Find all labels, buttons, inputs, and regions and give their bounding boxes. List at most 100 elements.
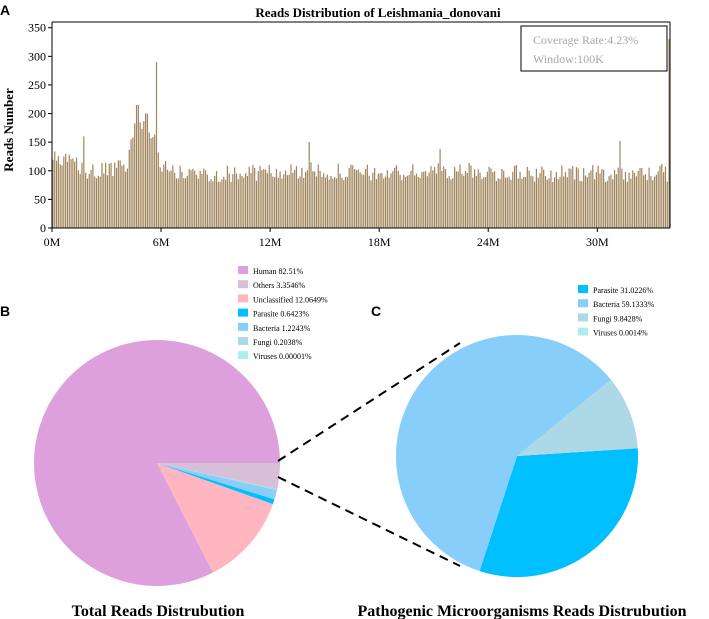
bar: [661, 163, 663, 228]
bar: [573, 179, 576, 228]
bar: [417, 176, 419, 228]
bar: [212, 181, 214, 228]
bar: [252, 165, 254, 228]
pie-c-legend-label: Parasite 31.0226%: [593, 286, 653, 295]
bar: [563, 176, 565, 228]
bar: [117, 160, 119, 228]
bar: [85, 172, 87, 228]
bar: [568, 168, 570, 228]
bar: [604, 182, 607, 228]
bar: [352, 165, 354, 228]
bar: [77, 170, 79, 228]
bar: [150, 138, 152, 228]
bar: [186, 175, 189, 228]
bar: [339, 173, 341, 228]
bar: [532, 176, 534, 228]
pie-b-legend-label: Viruses 0.00001%: [253, 352, 312, 361]
bar: [570, 168, 572, 228]
bar: [279, 171, 281, 228]
bar: [155, 62, 158, 229]
bar: [210, 179, 212, 228]
bar: [54, 151, 56, 228]
bar: [624, 171, 627, 228]
bar: [504, 177, 507, 228]
bar: [145, 113, 147, 228]
bar: [143, 121, 145, 228]
bar: [255, 180, 258, 228]
bar: [108, 163, 110, 228]
bar: [403, 174, 405, 228]
bar: [553, 177, 556, 228]
bar: [441, 171, 443, 228]
bar: [548, 178, 550, 228]
bar: [152, 137, 154, 228]
bar: [134, 123, 136, 228]
bar: [474, 169, 476, 228]
bar: [414, 175, 416, 228]
bar: [239, 173, 241, 228]
bar: [310, 162, 312, 228]
bar: [446, 178, 448, 228]
bar: [615, 174, 617, 228]
bar: [494, 171, 496, 228]
pie-b-legend-label: Fungi 0.2038%: [253, 338, 303, 347]
bar: [110, 163, 112, 228]
pie-c-title: Pathogenic Microorganisms Reads Distrubu…: [357, 603, 686, 619]
bar: [165, 161, 167, 228]
bar: [72, 158, 74, 228]
bar: [410, 170, 412, 228]
bar: [452, 178, 454, 228]
bar: [295, 166, 298, 228]
bar: [370, 180, 372, 228]
bar: [272, 176, 274, 228]
bar: [112, 175, 114, 228]
bar: [115, 167, 118, 228]
bar: [128, 149, 130, 228]
bar: [314, 171, 316, 228]
bar: [666, 181, 668, 228]
bar: [454, 167, 456, 228]
x-ticks: 0M 6M 12M 18M 24M 30M: [44, 228, 609, 249]
bar: [519, 171, 521, 228]
bar: [226, 165, 228, 228]
pie-b-legend-swatch: [238, 308, 248, 317]
bar: [274, 177, 276, 228]
bar: [408, 174, 410, 228]
reads-distribution-chart: Reads Distribution of Leishmania_donovan…: [1, 5, 671, 249]
bar: [484, 177, 487, 228]
bar: [655, 174, 657, 228]
bar: [497, 178, 499, 228]
bar: [154, 134, 156, 228]
bar: [355, 170, 358, 228]
pie-c-legend-swatch: [578, 285, 588, 293]
legend-c: Parasite 31.0226% Bacteria 59.1333% Fungi …: [578, 285, 655, 338]
pie-b-legend-swatch: [238, 351, 248, 360]
bar: [261, 170, 263, 228]
bar: [434, 167, 436, 228]
bar: [648, 167, 650, 228]
pie-b: [34, 340, 281, 587]
bar: [659, 165, 661, 228]
bar: [512, 171, 514, 228]
pie-c-legend-label: Fungi 9.8428%: [593, 314, 643, 323]
bar: [481, 179, 483, 228]
bar: [208, 181, 210, 228]
bar: [103, 173, 105, 228]
bar: [533, 181, 536, 228]
bar: [235, 173, 238, 228]
bar: [344, 176, 347, 228]
bar: [404, 176, 407, 228]
bar: [190, 170, 192, 228]
bar: [412, 164, 414, 228]
bar: [657, 171, 659, 228]
bar: [472, 177, 474, 228]
bar: [214, 175, 216, 228]
bar: [544, 176, 547, 228]
chart-a-ylabel: Reads Number: [1, 88, 16, 172]
bar: [617, 167, 619, 228]
bar: [395, 165, 398, 228]
bar: [541, 166, 543, 228]
bar: [572, 165, 574, 228]
pie-b-slice-others: [157, 463, 280, 489]
